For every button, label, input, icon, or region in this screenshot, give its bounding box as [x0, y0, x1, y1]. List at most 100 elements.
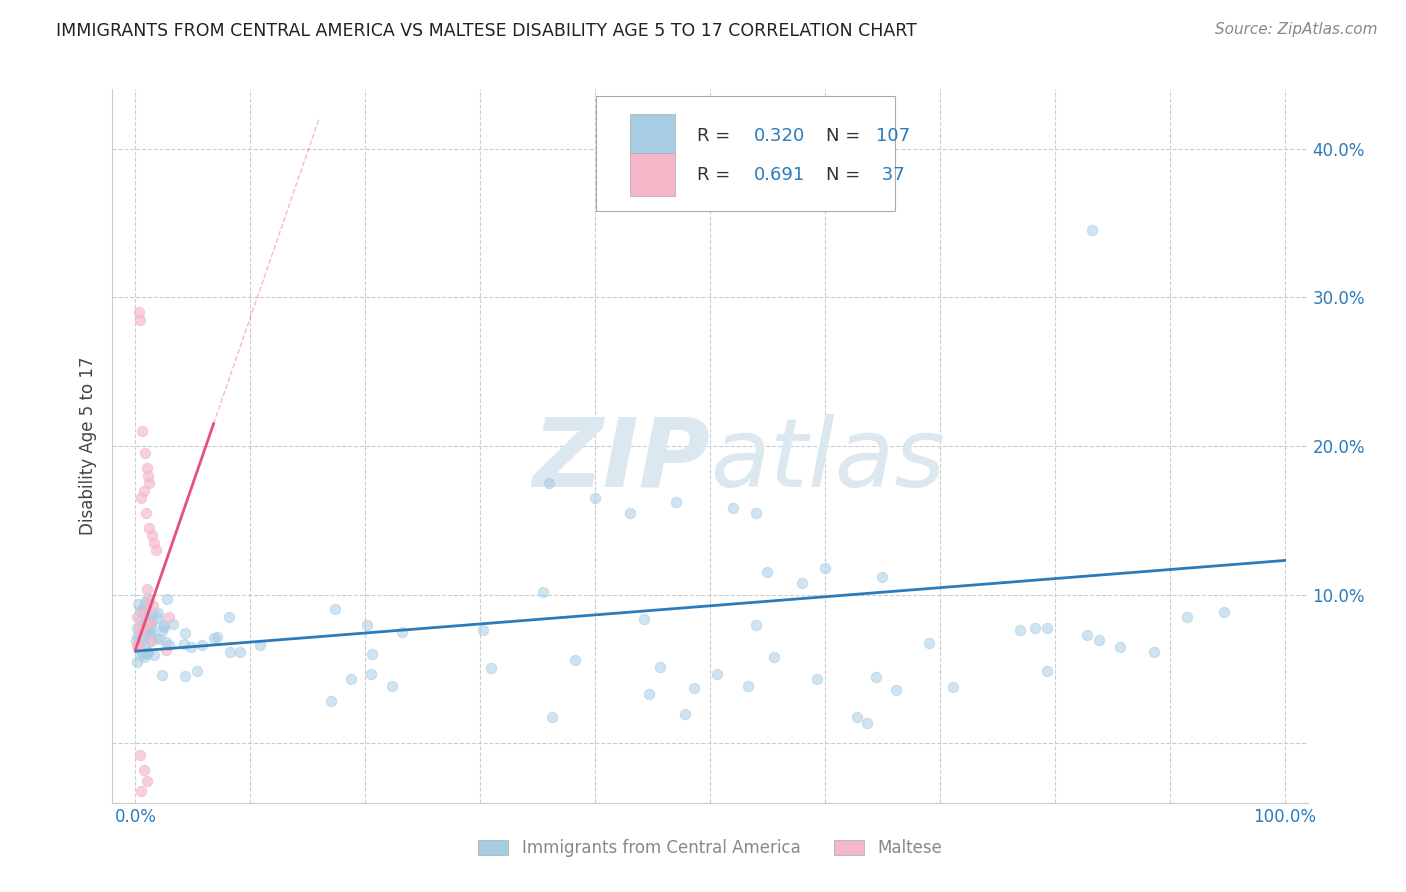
Point: [125, 629, 148, 643]
Point: [157, 639, 180, 653]
Point: [131, 645, 153, 659]
Point: [1036, 621, 1059, 635]
Point: [129, 624, 152, 639]
Point: [127, 639, 149, 653]
Point: [150, 624, 173, 638]
Point: [128, 604, 150, 618]
Point: [136, 644, 159, 658]
Point: [360, 648, 382, 662]
Point: [381, 679, 404, 693]
Point: [132, 604, 155, 618]
Point: [1080, 223, 1102, 237]
Point: [148, 632, 170, 646]
Text: 107: 107: [876, 127, 910, 145]
Point: [142, 605, 165, 619]
Point: [128, 621, 150, 635]
Point: [648, 659, 671, 673]
Point: [129, 648, 152, 662]
Point: [721, 501, 744, 516]
Point: [129, 632, 152, 646]
Point: [138, 614, 160, 628]
Point: [918, 636, 941, 650]
Point: [683, 681, 706, 695]
Point: [872, 570, 894, 584]
Point: [145, 543, 167, 558]
Y-axis label: Disability Age 5 to 17: Disability Age 5 to 17: [79, 357, 97, 535]
Point: [125, 655, 148, 669]
Point: [790, 575, 813, 590]
Text: IMMIGRANTS FROM CENTRAL AMERICA VS MALTESE DISABILITY AGE 5 TO 17 CORRELATION CH: IMMIGRANTS FROM CENTRAL AMERICA VS MALTE…: [56, 22, 917, 40]
Point: [131, 634, 153, 648]
Text: N =: N =: [825, 166, 866, 184]
Point: [134, 638, 156, 652]
Point: [1024, 621, 1046, 635]
Text: 0.320: 0.320: [754, 127, 806, 145]
Point: [152, 618, 174, 632]
Point: [1036, 664, 1059, 678]
Text: Source: ZipAtlas.com: Source: ZipAtlas.com: [1215, 22, 1378, 37]
Point: [942, 680, 965, 694]
Point: [564, 653, 586, 667]
Point: [884, 683, 907, 698]
Point: [134, 618, 156, 632]
Point: [134, 599, 156, 614]
FancyBboxPatch shape: [596, 96, 896, 211]
Point: [155, 643, 177, 657]
Point: [157, 610, 180, 624]
Point: [219, 645, 242, 659]
Point: [138, 615, 160, 629]
Point: [619, 506, 641, 520]
Point: [531, 585, 554, 599]
Point: [138, 476, 160, 491]
Point: [135, 647, 157, 661]
Point: [538, 476, 561, 491]
Point: [162, 616, 184, 631]
Point: [143, 648, 166, 663]
Point: [129, 784, 152, 798]
Point: [141, 614, 163, 628]
Point: [129, 748, 152, 763]
Point: [856, 715, 879, 730]
Point: [673, 707, 696, 722]
Point: [638, 688, 661, 702]
Point: [814, 561, 837, 575]
Point: [139, 618, 162, 632]
Point: [1088, 632, 1111, 647]
Text: atlas: atlas: [710, 414, 945, 507]
Point: [129, 613, 152, 627]
Point: [129, 491, 152, 505]
Point: [1008, 624, 1031, 638]
Point: [706, 667, 728, 681]
Point: [153, 620, 176, 634]
Bar: [630, 153, 675, 196]
Point: [127, 598, 149, 612]
Point: [139, 626, 162, 640]
Point: [319, 694, 342, 708]
Point: [138, 521, 160, 535]
Point: [745, 506, 768, 520]
Point: [146, 610, 169, 624]
Point: [145, 631, 167, 645]
Point: [131, 603, 153, 617]
Point: [141, 623, 163, 637]
Point: [148, 606, 170, 620]
Point: [1212, 605, 1234, 619]
Point: [218, 610, 240, 624]
Point: [155, 634, 177, 648]
Point: [360, 666, 382, 681]
Point: [737, 679, 759, 693]
Point: [132, 483, 155, 498]
Point: [141, 528, 163, 542]
Point: [180, 640, 202, 654]
Point: [135, 612, 157, 626]
Point: [202, 631, 225, 645]
Point: [139, 633, 162, 648]
Text: 37: 37: [876, 166, 905, 184]
Point: [134, 649, 156, 664]
Point: [136, 622, 159, 636]
Text: 0.691: 0.691: [754, 166, 806, 184]
Point: [323, 601, 346, 615]
Point: [134, 595, 156, 609]
Text: R =: R =: [697, 127, 735, 145]
Point: [129, 312, 152, 326]
